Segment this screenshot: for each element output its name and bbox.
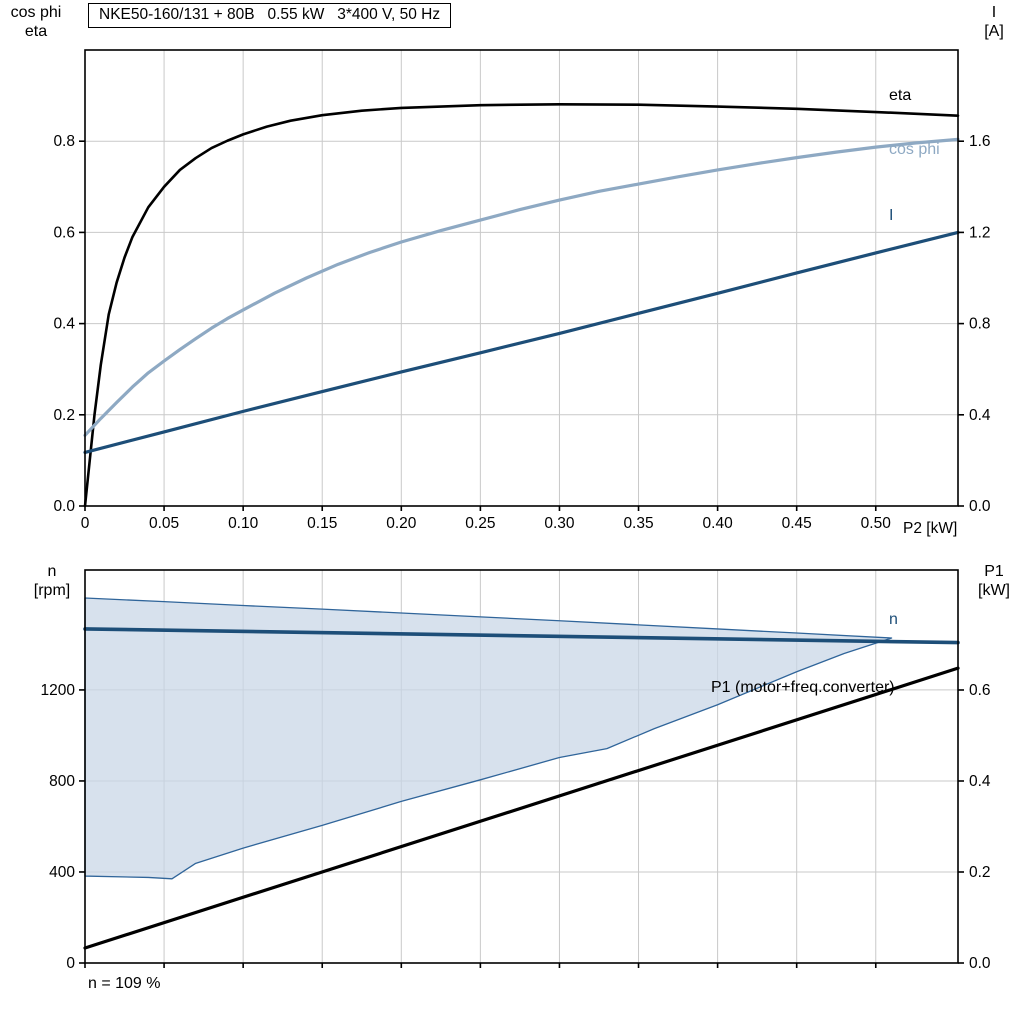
eta-axis-label: eta: [24, 22, 48, 40]
cos-phi-curve-label: cos phi: [889, 141, 940, 158]
n-curve-label: n: [889, 611, 898, 628]
x-tick-label: 0.40: [703, 515, 734, 532]
speed-axis-label: n: [47, 563, 57, 580]
x-tick-label: 0.45: [782, 515, 812, 532]
p1-axis-label: P1: [984, 563, 1004, 580]
tick-labels: 0 400 800 1200 0.0 0.2 0.4 0.6: [41, 682, 991, 972]
x-tick-label: 0.30: [544, 515, 575, 532]
right-tick-label: 1.2: [969, 224, 991, 241]
cos-phi-axis-label: cos phi: [10, 4, 62, 21]
right-tick-label: 0.4: [969, 773, 991, 790]
x-tick-label: 0.05: [149, 515, 179, 532]
left-tick-label: 0.4: [53, 316, 75, 333]
bottom-left-axis-title: n [rpm]: [24, 563, 80, 601]
series-current: [83, 230, 960, 455]
left-tick-label: 0.0: [53, 498, 75, 515]
speed-unit-label: [rpm]: [33, 581, 71, 599]
p1-unit-label: [kW]: [978, 581, 1010, 599]
left-tick-label: 1200: [41, 682, 76, 699]
plot-border: [84, 49, 959, 507]
x-tick-label: 0.20: [386, 515, 417, 532]
left-tick-label: 0: [66, 955, 75, 972]
top-left-axis-title: cos phi eta: [6, 4, 66, 42]
left-tick-label: 400: [49, 864, 75, 881]
left-tick-label: 800: [49, 773, 75, 790]
right-tick-label: 1.6: [969, 133, 991, 150]
speed-control-range-band: [84, 597, 893, 880]
speed-percentage-note: n = 109 %: [88, 975, 161, 992]
right-tick-label: 0.8: [969, 316, 991, 333]
left-tick-label: 0.2: [53, 407, 75, 424]
x-tick-label: 0.25: [465, 515, 495, 532]
series-eta: [83, 102, 960, 508]
left-tick-label: 0.6: [53, 224, 75, 241]
x-tick-label: 0.35: [623, 515, 653, 532]
current-unit-label: [A]: [984, 22, 1004, 40]
x-tick-label: 0.15: [307, 515, 337, 532]
tick-marks: [79, 689, 964, 968]
gridlines: [85, 50, 958, 506]
top-right-axis-title: I [A]: [970, 4, 1018, 42]
x-tick-label: 0.50: [861, 515, 892, 532]
series-p1: [83, 666, 960, 950]
right-tick-label: 0.6: [969, 682, 991, 699]
x-axis-unit-label: P2 [kW]: [903, 520, 958, 537]
series-cos-phi: [83, 137, 960, 437]
right-tick-label: 0.0: [969, 498, 991, 515]
right-tick-label: 0.4: [969, 407, 991, 424]
right-tick-label: 0.0: [969, 955, 991, 972]
x-tick-label: 0.10: [228, 515, 259, 532]
eta-curve-label: eta: [889, 87, 912, 104]
current-curve-label: I: [889, 207, 894, 224]
right-tick-label: 0.2: [969, 864, 991, 881]
tick-marks: [79, 140, 964, 511]
plot-border: [84, 569, 959, 964]
left-tick-label: 0.8: [53, 133, 75, 150]
p1-curve-label: P1 (motor+freq.converter): [711, 679, 895, 696]
bottom-right-axis-title: P1 [kW]: [968, 563, 1020, 601]
pump-title-box: NKE50-160/131 + 80B 0.55 kW 3*400 V, 50 …: [88, 3, 452, 28]
series-n: [83, 627, 960, 645]
x-tick-label: 0: [81, 515, 90, 532]
current-axis-label: I: [991, 4, 997, 21]
tick-labels: 0 0.05 0.10 0.15 0.20 0.25 0.30 0.35 0.40 0.45 0.5…: [53, 133, 990, 532]
